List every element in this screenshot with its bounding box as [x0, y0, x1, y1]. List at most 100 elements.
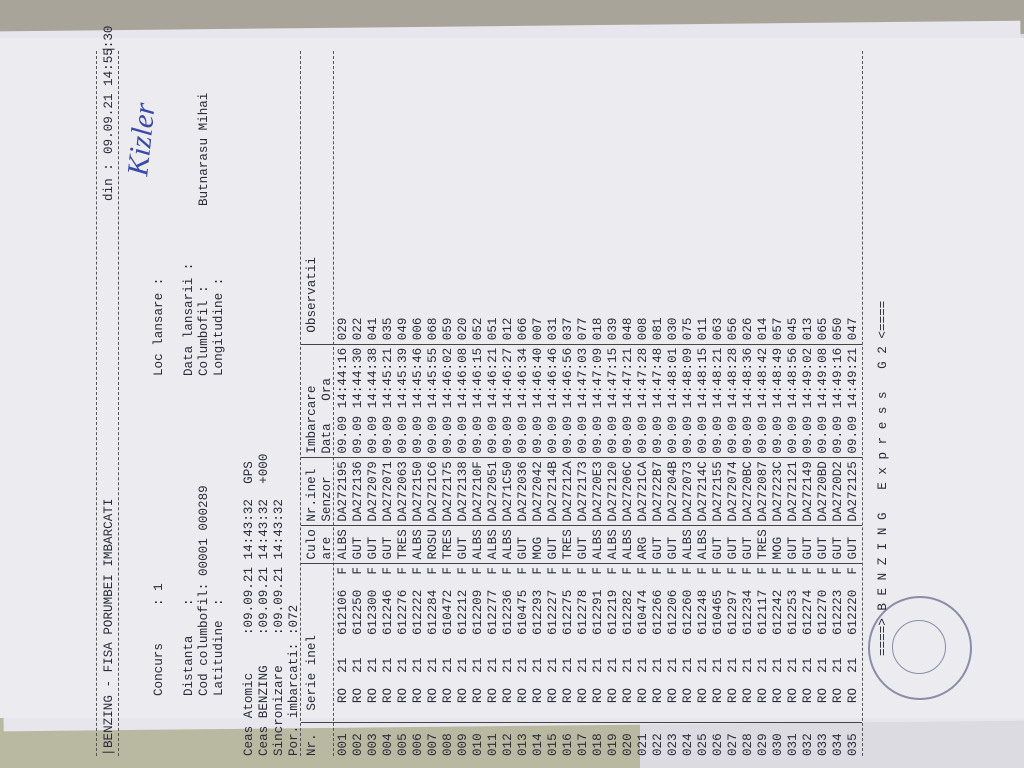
- cell: 048: [621, 317, 635, 341]
- cell: 035: [381, 317, 395, 341]
- cell: 14:48:15: [696, 347, 710, 409]
- cell: GUT: [351, 536, 365, 560]
- cell: F: [636, 567, 650, 575]
- cell: DA272051: [486, 461, 500, 522]
- cell: F: [771, 567, 785, 575]
- cell: 09.09: [426, 415, 440, 454]
- cell: 09.09: [486, 415, 500, 454]
- cell: 21: [396, 657, 410, 673]
- cell: DA272121: [786, 461, 800, 522]
- border: |: [102, 45, 116, 53]
- clock-label: Sincronizare: [272, 665, 286, 756]
- cell: 09.09: [336, 415, 350, 454]
- cell: 21: [681, 657, 695, 673]
- cell: 09.09: [441, 415, 455, 454]
- cell: 09.09: [801, 415, 815, 454]
- cell: 09.09: [681, 415, 695, 454]
- cell: RO: [696, 687, 710, 704]
- cell: 14:49:21: [846, 347, 860, 409]
- cell: 14:46:08: [456, 347, 470, 409]
- cell: 068: [426, 317, 440, 341]
- cell: RO: [531, 687, 545, 704]
- cell: 047: [846, 317, 860, 341]
- label: Data lansarii :: [182, 262, 196, 376]
- cell: 010: [471, 733, 485, 756]
- cell: 007: [531, 317, 545, 341]
- cell: 612300: [366, 589, 380, 636]
- cell: F: [696, 567, 710, 575]
- cell: ALBS: [411, 529, 425, 560]
- cell: 09.09: [381, 415, 395, 454]
- cell: 001: [336, 733, 350, 756]
- cell: DA2720BD: [816, 461, 830, 522]
- cell: 14:46:34: [516, 347, 530, 409]
- cell: RO: [606, 687, 620, 704]
- clock-value: 09.09.21 14:43:32: [272, 499, 286, 628]
- cell: 09.09: [396, 415, 410, 454]
- cell: 21: [366, 657, 380, 673]
- label: Longitudine :: [212, 277, 226, 376]
- cell: DA272173: [576, 461, 590, 522]
- cell: 14:49:16: [831, 347, 845, 409]
- cell: 013: [801, 317, 815, 341]
- cell: DA271C50: [501, 461, 515, 522]
- cell: 14:47:03: [576, 347, 590, 409]
- footer: ====> B E N Z I N G E x p r e s s G 2 <=…: [876, 300, 890, 656]
- cell: 051: [486, 317, 500, 341]
- cell: F: [351, 567, 365, 575]
- column-rule: [301, 525, 862, 527]
- cell: ALBS: [621, 529, 635, 560]
- cell: 21: [576, 657, 590, 673]
- cell: 612270: [816, 589, 830, 636]
- cell: 14:46:40: [531, 347, 545, 409]
- cell: F: [441, 567, 455, 575]
- cell: 14:44:38: [366, 347, 380, 409]
- cell: F: [846, 567, 860, 575]
- cell: RO: [591, 687, 605, 704]
- cell: 006: [411, 733, 425, 756]
- cell: DA2721CA: [636, 461, 650, 522]
- cell: 14:48:49: [771, 347, 785, 409]
- cell: 006: [411, 317, 425, 341]
- label: Concurs: [152, 643, 166, 696]
- label: Distanta: [182, 635, 196, 696]
- cell: 041: [366, 317, 380, 341]
- cell: F: [756, 567, 770, 575]
- cell: 14:47:21: [621, 347, 635, 409]
- column-header: Nr.inel: [305, 468, 319, 522]
- cell: RO: [546, 687, 560, 704]
- cell: GUT: [726, 536, 740, 560]
- cell: 022: [651, 733, 665, 756]
- cell: RO: [786, 687, 800, 704]
- cell: 035: [846, 733, 860, 756]
- cell: 005: [396, 733, 410, 756]
- cell: 612266: [651, 589, 665, 636]
- cell: 21: [666, 657, 680, 673]
- cell: 063: [711, 317, 725, 341]
- cell: 056: [726, 317, 740, 341]
- cell: 013: [516, 733, 530, 756]
- cell: 011: [486, 733, 500, 756]
- cell: ARG: [636, 536, 650, 560]
- cell: RO: [756, 687, 770, 704]
- cell: 610465: [711, 589, 725, 636]
- cell: 023: [666, 733, 680, 756]
- cell: 011: [696, 317, 710, 341]
- cell: 612223: [831, 589, 845, 636]
- cell: 612227: [546, 589, 560, 636]
- cell: DA2721C6: [426, 461, 440, 522]
- cell: F: [531, 567, 545, 575]
- cell: GUT: [741, 536, 755, 560]
- cell: 612260: [681, 589, 695, 636]
- cell: 14:46:56: [561, 347, 575, 409]
- cell: 21: [546, 657, 560, 673]
- cell: 09.09: [786, 415, 800, 454]
- cell: 21: [381, 657, 395, 673]
- cell: GUT: [801, 536, 815, 560]
- cell: 14:48:01: [666, 347, 680, 409]
- cell: 017: [576, 733, 590, 756]
- cell: 612219: [606, 589, 620, 636]
- cell: 050: [831, 317, 845, 341]
- cell: 612222: [411, 589, 425, 636]
- cell: 09.09: [771, 415, 785, 454]
